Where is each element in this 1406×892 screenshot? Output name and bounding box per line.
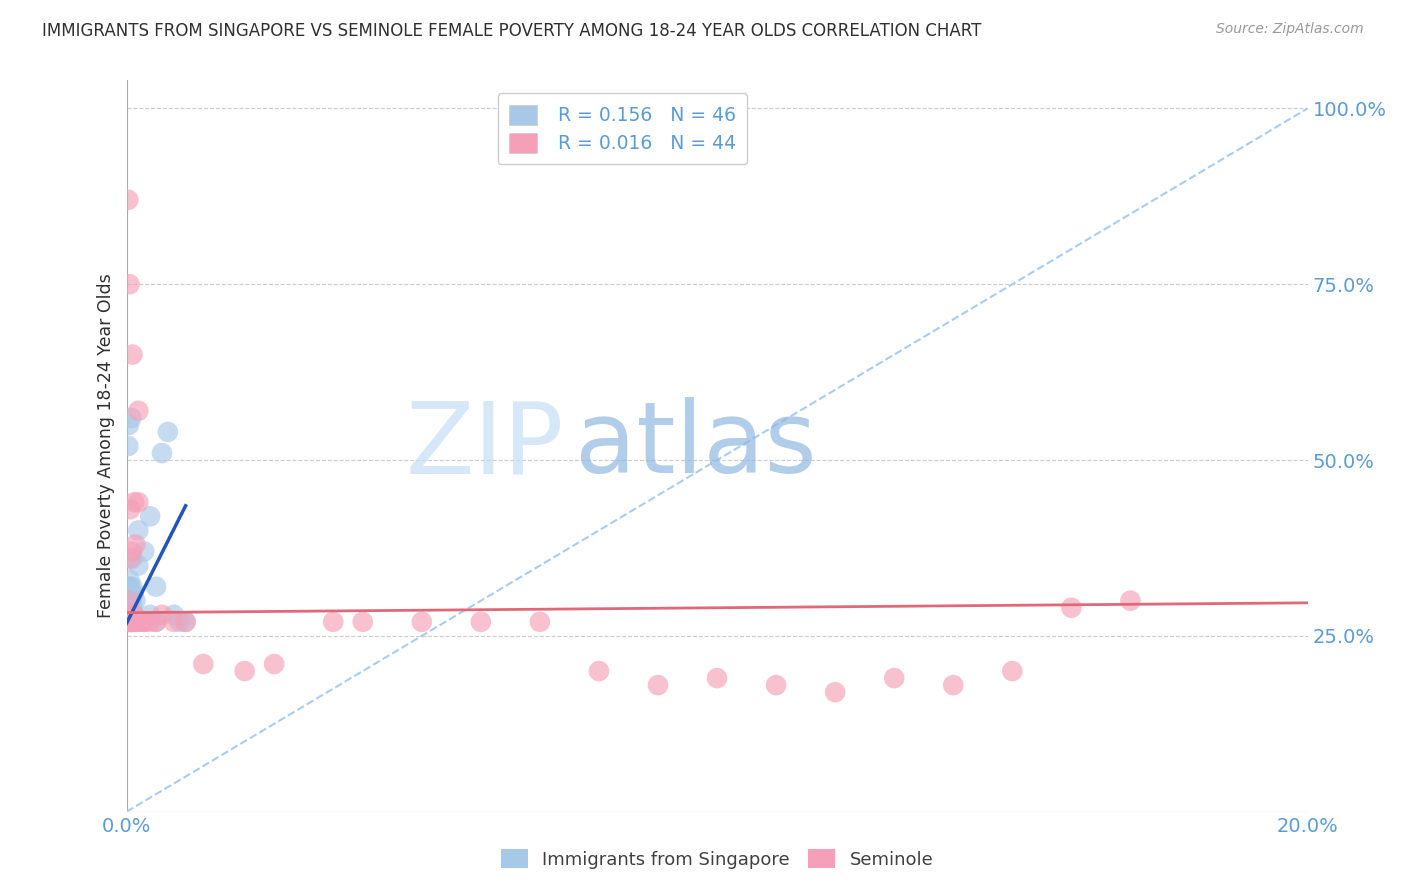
Point xyxy=(121,593,143,607)
Point xyxy=(411,615,433,629)
Point xyxy=(117,607,139,622)
Point xyxy=(124,593,146,607)
Point xyxy=(118,607,141,622)
Point xyxy=(124,615,146,629)
Text: atlas: atlas xyxy=(575,398,817,494)
Point xyxy=(1060,600,1083,615)
Point xyxy=(263,657,285,671)
Point xyxy=(117,593,139,607)
Point xyxy=(120,593,142,607)
Point xyxy=(118,417,141,432)
Point xyxy=(118,607,141,622)
Point xyxy=(117,580,139,594)
Point xyxy=(174,615,197,629)
Point xyxy=(139,615,162,629)
Point xyxy=(122,607,145,622)
Point xyxy=(120,587,142,601)
Point xyxy=(118,600,141,615)
Text: IMMIGRANTS FROM SINGAPORE VS SEMINOLE FEMALE POVERTY AMONG 18-24 YEAR OLDS CORRE: IMMIGRANTS FROM SINGAPORE VS SEMINOLE FE… xyxy=(42,22,981,40)
Point xyxy=(1119,593,1142,607)
Point xyxy=(120,600,142,615)
Point xyxy=(117,439,139,453)
Point xyxy=(1001,664,1024,678)
Point xyxy=(150,446,173,460)
Point xyxy=(145,615,167,629)
Point xyxy=(117,193,139,207)
Point xyxy=(139,509,162,524)
Point xyxy=(121,600,143,615)
Point xyxy=(127,404,149,418)
Point xyxy=(134,615,156,629)
Point xyxy=(193,657,215,671)
Point xyxy=(127,495,149,509)
Point xyxy=(134,544,156,558)
Y-axis label: Female Poverty Among 18-24 Year Olds: Female Poverty Among 18-24 Year Olds xyxy=(97,274,115,618)
Point xyxy=(121,615,143,629)
Point xyxy=(120,580,142,594)
Point xyxy=(121,544,143,558)
Point xyxy=(122,495,145,509)
Point xyxy=(118,573,141,587)
Point xyxy=(120,551,142,566)
Point xyxy=(706,671,728,685)
Point xyxy=(121,615,143,629)
Point xyxy=(322,615,344,629)
Point xyxy=(122,607,145,622)
Point xyxy=(588,664,610,678)
Point xyxy=(122,615,145,629)
Point xyxy=(647,678,669,692)
Point xyxy=(156,425,179,439)
Point xyxy=(122,587,145,601)
Point xyxy=(118,277,141,292)
Point xyxy=(134,615,156,629)
Point xyxy=(117,593,139,607)
Point xyxy=(120,615,142,629)
Point xyxy=(127,615,149,629)
Point xyxy=(120,502,142,516)
Point xyxy=(145,580,167,594)
Point xyxy=(163,607,186,622)
Point xyxy=(118,587,141,601)
Point xyxy=(942,678,965,692)
Point xyxy=(120,615,142,629)
Point xyxy=(118,615,141,629)
Point xyxy=(118,615,141,629)
Point xyxy=(121,348,143,362)
Point xyxy=(765,678,787,692)
Point xyxy=(145,615,167,629)
Point xyxy=(118,615,141,629)
Point xyxy=(883,671,905,685)
Point xyxy=(120,615,142,629)
Point xyxy=(150,607,173,622)
Point xyxy=(120,615,142,629)
Text: ZIP: ZIP xyxy=(405,398,564,494)
Text: Source: ZipAtlas.com: Source: ZipAtlas.com xyxy=(1216,22,1364,37)
Point xyxy=(121,551,143,566)
Point xyxy=(121,580,143,594)
Point xyxy=(117,593,139,607)
Point xyxy=(120,607,142,622)
Point xyxy=(470,615,492,629)
Point xyxy=(352,615,374,629)
Point xyxy=(127,615,149,629)
Point xyxy=(120,410,142,425)
Point xyxy=(529,615,551,629)
Point xyxy=(117,615,139,629)
Point xyxy=(169,615,191,629)
Point xyxy=(139,607,162,622)
Legend: Immigrants from Singapore, Seminole: Immigrants from Singapore, Seminole xyxy=(494,842,941,876)
Point xyxy=(120,607,142,622)
Point xyxy=(121,615,143,629)
Point xyxy=(127,558,149,573)
Point xyxy=(233,664,256,678)
Point xyxy=(824,685,846,699)
Point xyxy=(163,615,186,629)
Point xyxy=(124,537,146,551)
Point xyxy=(134,615,156,629)
Point xyxy=(174,615,197,629)
Point xyxy=(127,524,149,538)
